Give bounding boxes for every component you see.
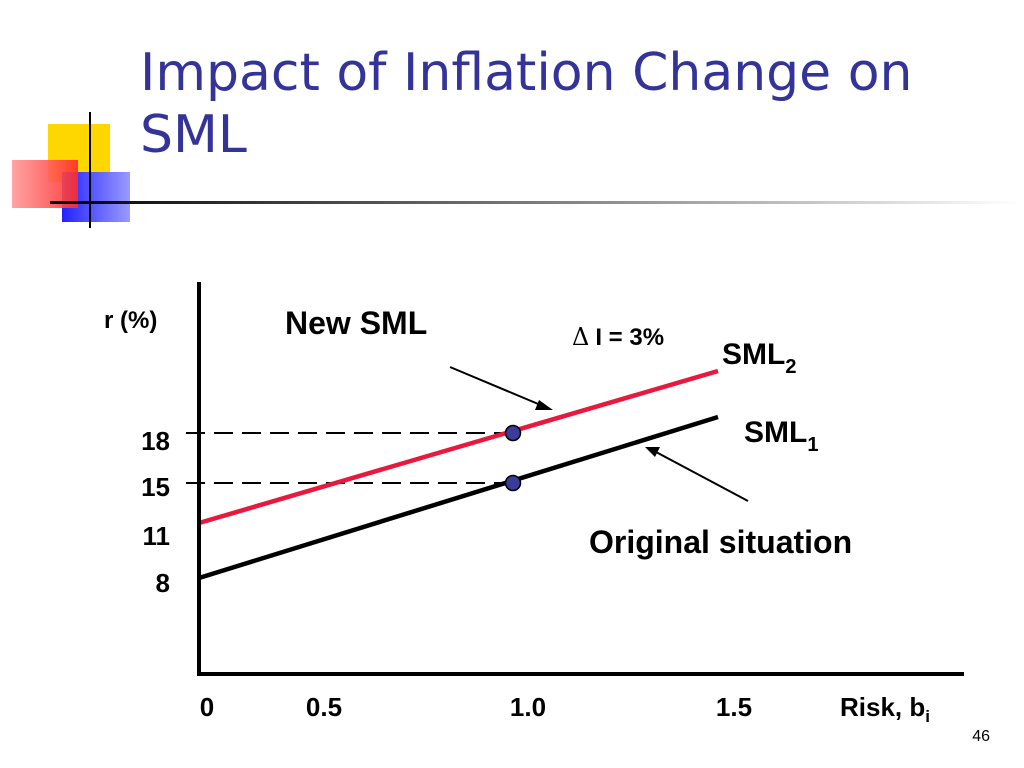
delta-text: I = 3% — [595, 324, 664, 351]
slide-title: Impact of Inflation Change on SML — [140, 43, 913, 165]
y-axis-label: r (%) — [104, 307, 157, 334]
x-axis-label: Risk, bi — [840, 692, 930, 726]
y-tick-label: 15 — [141, 472, 170, 502]
x-tick-label: 0 — [200, 692, 214, 722]
x-tick-label: 1.0 — [510, 692, 546, 722]
x-tick-label: 1.5 — [716, 692, 752, 722]
slide-number: 46 — [972, 728, 990, 745]
data-point-15 — [504, 474, 522, 492]
delta-symbol: Δ — [572, 323, 589, 351]
point-layer — [504, 424, 522, 492]
tick-layer: 18 15 11 8 0 0.5 1.0 1.5 — [141, 426, 752, 722]
new-sml-arrow — [449, 366, 544, 407]
line-layer — [198, 368, 719, 581]
original-situation-annotation: Original situation — [589, 524, 852, 560]
title-decoration — [12, 112, 1020, 228]
red-square — [12, 160, 78, 208]
sml1-label-subscript: 1 — [807, 434, 818, 456]
original-arrow — [655, 451, 749, 502]
y-tick-label: 11 — [143, 521, 171, 551]
new-sml-arrowhead — [535, 400, 553, 410]
original-arrowhead — [645, 447, 660, 457]
series-line-sml2 — [198, 368, 719, 526]
data-point-18 — [504, 424, 522, 442]
x-tick-label: 0.5 — [306, 692, 342, 722]
sml1-label: SML1 — [744, 416, 818, 456]
y-tick-label: 18 — [141, 426, 170, 456]
dash-layer — [186, 432, 507, 484]
sml1-label-main: SML — [744, 416, 807, 449]
x-axis-label-main: Risk, b — [840, 692, 925, 722]
y-tick-label: 8 — [156, 568, 170, 598]
new-sml-annotation: New SML — [285, 305, 427, 341]
sml2-label: SML2 — [722, 338, 796, 378]
x-axis-label-subscript: i — [925, 707, 930, 726]
sml2-label-subscript: 2 — [785, 356, 796, 378]
title-rule — [50, 201, 1020, 204]
sml2-label-main: SML — [722, 338, 785, 371]
series-line-sml1 — [198, 414, 719, 581]
